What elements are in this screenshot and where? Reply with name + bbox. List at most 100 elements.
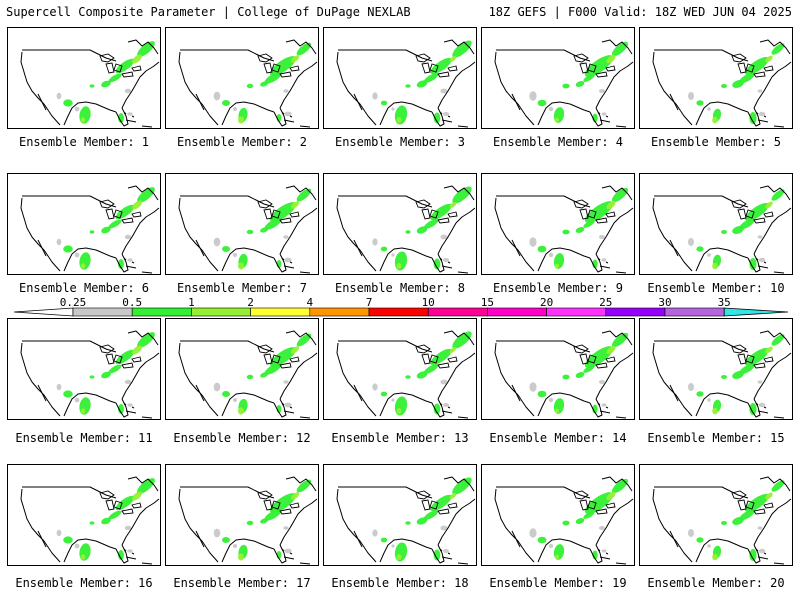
field-shading <box>416 226 428 234</box>
field-shading <box>118 259 124 269</box>
coastline <box>595 362 608 369</box>
field-shading <box>89 230 95 234</box>
field-shading <box>132 54 142 64</box>
ensemble-member-map <box>481 27 635 129</box>
coastline <box>753 498 792 546</box>
coastline <box>447 502 458 509</box>
coastline <box>113 209 123 219</box>
coastline <box>359 394 377 417</box>
field-shading <box>548 543 554 549</box>
ensemble-member-label: Ensemble Member: 1 <box>18 135 150 149</box>
color-legend: 0.25 0.5 1 2 4 7 10 15 20 25 30 35 <box>13 296 789 317</box>
coastline <box>773 562 785 565</box>
coastline <box>443 39 475 55</box>
coastline <box>753 217 766 224</box>
map-canvas <box>178 476 318 565</box>
border-line <box>22 340 117 353</box>
coastline <box>20 488 45 542</box>
coastline <box>415 53 431 63</box>
coastline <box>599 119 611 123</box>
field-shading <box>553 107 565 123</box>
coastline <box>695 392 749 417</box>
colorbar-segment <box>72 307 133 317</box>
coastline <box>695 101 749 126</box>
field-shading <box>555 554 559 560</box>
coastline <box>595 352 634 400</box>
field-shading <box>290 201 300 209</box>
field-shading <box>213 528 221 538</box>
ensemble-member-map <box>165 27 319 129</box>
coastline <box>759 476 791 492</box>
coastline <box>99 199 115 209</box>
field-shading <box>213 382 221 392</box>
field-shading <box>396 117 402 123</box>
coastline <box>669 93 679 111</box>
coastline <box>595 207 634 255</box>
colorbar-segment <box>605 307 666 317</box>
coastline <box>601 476 633 492</box>
field-shading <box>707 253 711 257</box>
coastline <box>605 115 609 118</box>
coastline <box>763 261 767 264</box>
field-shading <box>443 112 449 116</box>
coastline <box>63 538 117 563</box>
coastline <box>37 93 47 111</box>
field-shading <box>264 72 282 84</box>
field-shading <box>391 107 395 111</box>
coastline <box>429 500 439 510</box>
coastline <box>652 51 677 105</box>
colorbar-segment <box>487 307 547 317</box>
map-canvas <box>652 476 792 565</box>
coastline <box>131 502 142 509</box>
coastline <box>271 209 281 219</box>
field-shading <box>575 81 585 87</box>
coastline <box>285 330 317 346</box>
coastline <box>121 508 134 515</box>
coastline <box>763 502 774 509</box>
border-line <box>654 340 749 353</box>
colorbar-tick-label: 20 <box>540 296 553 309</box>
coastline <box>437 217 450 224</box>
colorbar-tick-label: 10 <box>422 296 435 309</box>
map-canvas <box>20 330 160 419</box>
coastline <box>415 490 431 500</box>
map-canvas <box>652 185 792 274</box>
coastline <box>43 540 61 563</box>
coastline <box>517 540 535 563</box>
coastline <box>605 356 616 363</box>
field-shading <box>396 263 402 269</box>
ensemble-member-label: Ensemble Member: 19 <box>489 576 627 590</box>
ensemble-member-label: Ensemble Member: 15 <box>647 431 785 445</box>
colorbar-tick-label: 0.25 <box>60 296 87 309</box>
coastline <box>221 392 275 417</box>
coastline <box>141 562 153 565</box>
field-shading <box>745 56 769 76</box>
field-shading <box>80 554 86 560</box>
ensemble-member-label: Ensemble Member: 9 <box>492 281 624 295</box>
field-shading <box>423 364 439 374</box>
coastline <box>605 261 609 264</box>
field-shading <box>575 372 585 378</box>
coastline <box>573 53 589 63</box>
coastline <box>273 107 287 127</box>
field-shading <box>269 56 297 76</box>
coastline <box>441 556 453 560</box>
coastline <box>652 342 677 396</box>
coastline <box>115 544 129 564</box>
field-shading <box>238 262 244 270</box>
coastline <box>597 548 601 552</box>
coastline <box>263 499 273 511</box>
ensemble-member-map <box>165 173 319 275</box>
coastline <box>494 488 519 542</box>
map-canvas <box>494 39 634 128</box>
field-shading <box>284 548 292 554</box>
coastline <box>695 247 749 272</box>
ensemble-member-label: Ensemble Member: 20 <box>647 576 785 590</box>
field-shading <box>222 100 230 106</box>
field-shading <box>757 89 763 93</box>
field-shading <box>416 371 428 379</box>
ensemble-member-map <box>639 173 793 275</box>
coastline <box>589 107 603 127</box>
coastline <box>20 342 45 396</box>
field-shading <box>601 549 607 553</box>
